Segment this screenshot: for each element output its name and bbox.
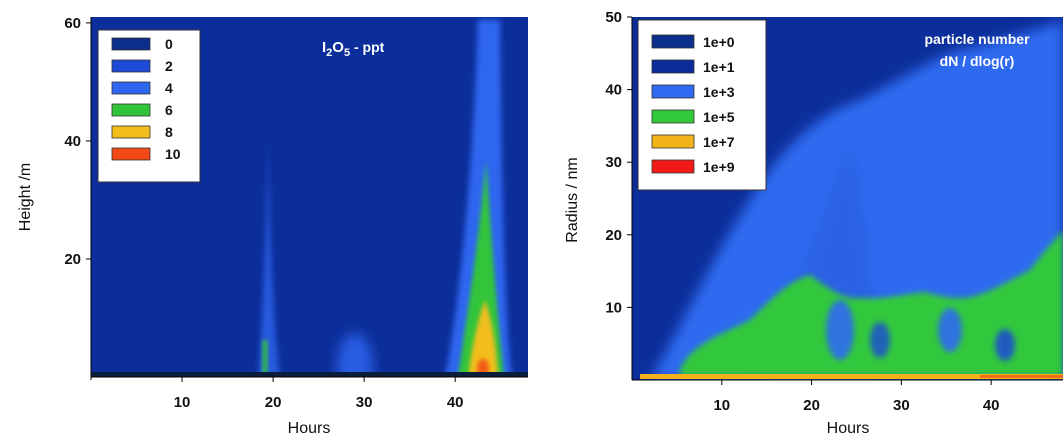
right-legend-swatch [651, 134, 695, 149]
chart-right-subtitle: dN / dlog(r) [940, 53, 1015, 69]
right-legend-label: 1e+5 [703, 109, 735, 125]
hole-3 [938, 308, 962, 352]
y-axis-left-ticks: 20 40 60 [64, 15, 91, 268]
y-axis-left-label: Height /m [17, 163, 34, 231]
right-xtick-label: 30 [893, 397, 910, 414]
y-axis-right-label: Radius / nm [564, 157, 581, 242]
right-legend-swatch [651, 34, 695, 49]
left-xtick-label: 20 [265, 394, 282, 411]
right-legend-swatch [651, 84, 695, 99]
right-legend-swatch [651, 109, 695, 124]
plume-20h [258, 140, 280, 377]
left-legend-label: 4 [165, 80, 173, 96]
left-legend-swatch [111, 125, 151, 139]
left-xtick-label: 40 [447, 394, 464, 411]
hole-1 [826, 300, 854, 360]
x-axis-left-ticks: 10 20 30 40 [174, 377, 464, 411]
right-xtick-label: 20 [803, 397, 820, 414]
x-axis-right-ticks: 10 20 30 40 [713, 380, 1000, 414]
left-legend-label: 8 [165, 124, 173, 140]
plume-44h-yellow [468, 300, 498, 377]
left-legend-label: 2 [165, 58, 173, 74]
surface-line-left [91, 372, 528, 377]
legend-right: 1e+0 1e+1 1e+3 1e+5 1e+7 1e+9 [637, 19, 767, 191]
left-legend-label: 10 [165, 146, 181, 162]
title-left-part-4: 5 [344, 47, 350, 59]
right-legend-label: 1e+9 [703, 159, 735, 175]
legend-left: 0 2 4 6 8 10 [97, 29, 201, 183]
region-1e5 [680, 230, 1063, 376]
chart-left-title: I2O5 - ppt [322, 39, 385, 59]
right-legend-label: 1e+7 [703, 134, 735, 150]
region-1e7 [640, 374, 1063, 379]
title-left-part-3: O [332, 39, 344, 56]
left-legend-label: 6 [165, 102, 173, 118]
right-legend-swatch [651, 159, 695, 174]
hole-2 [870, 322, 890, 358]
title-left-part-1: I [322, 39, 326, 56]
right-xtick-label: 10 [713, 397, 730, 414]
right-ytick-label: 50 [605, 9, 622, 26]
right-legend-label: 1e+0 [703, 34, 735, 50]
left-legend-swatch [111, 81, 151, 95]
right-ytick-label: 20 [605, 227, 622, 244]
left-legend-label: 0 [165, 36, 173, 52]
right-xtick-label: 40 [983, 397, 1000, 414]
left-legend-swatch [111, 59, 151, 73]
left-ytick-label: 40 [64, 133, 81, 150]
left-ytick-label: 20 [64, 251, 81, 268]
left-ytick-label: 60 [64, 15, 81, 32]
title-left-part-2: 2 [326, 47, 332, 59]
legend-right-items: 1e+0 1e+1 1e+3 1e+5 1e+7 1e+9 [651, 34, 735, 175]
left-xtick-label: 10 [174, 394, 191, 411]
hole-4 [995, 329, 1015, 361]
legend-left-items: 0 2 4 6 8 10 [111, 36, 181, 162]
right-ytick-label: 10 [605, 299, 622, 316]
left-legend-swatch [111, 147, 151, 161]
y-axis-right-ticks: 10 20 30 40 50 [605, 9, 632, 316]
chart-right: 1e+0 1e+1 1e+3 1e+5 1e+7 1e+9 particle number… [564, 9, 1063, 437]
right-ytick-label: 40 [605, 82, 622, 99]
chart-right-title: particle number [924, 31, 1030, 47]
title-left-part-5: - ppt [350, 39, 385, 55]
x-axis-left-label: Hours [288, 420, 331, 437]
left-xtick-label: 30 [356, 394, 373, 411]
right-legend-label: 1e+1 [703, 59, 735, 75]
left-legend-swatch [111, 103, 151, 117]
right-ytick-label: 30 [605, 154, 622, 171]
plume-20h-core [262, 340, 268, 377]
x-axis-right-label: Hours [827, 420, 870, 437]
left-legend-swatch [111, 37, 151, 51]
region-1e9-hint [980, 375, 1063, 378]
right-legend-swatch [651, 59, 695, 74]
plume-44h-green [458, 160, 504, 377]
right-legend-label: 1e+3 [703, 84, 735, 100]
plume-29h [337, 333, 373, 377]
heatmap-right: 1e+0 1e+1 1e+3 1e+5 1e+7 1e+9 particle number… [632, 17, 1063, 380]
